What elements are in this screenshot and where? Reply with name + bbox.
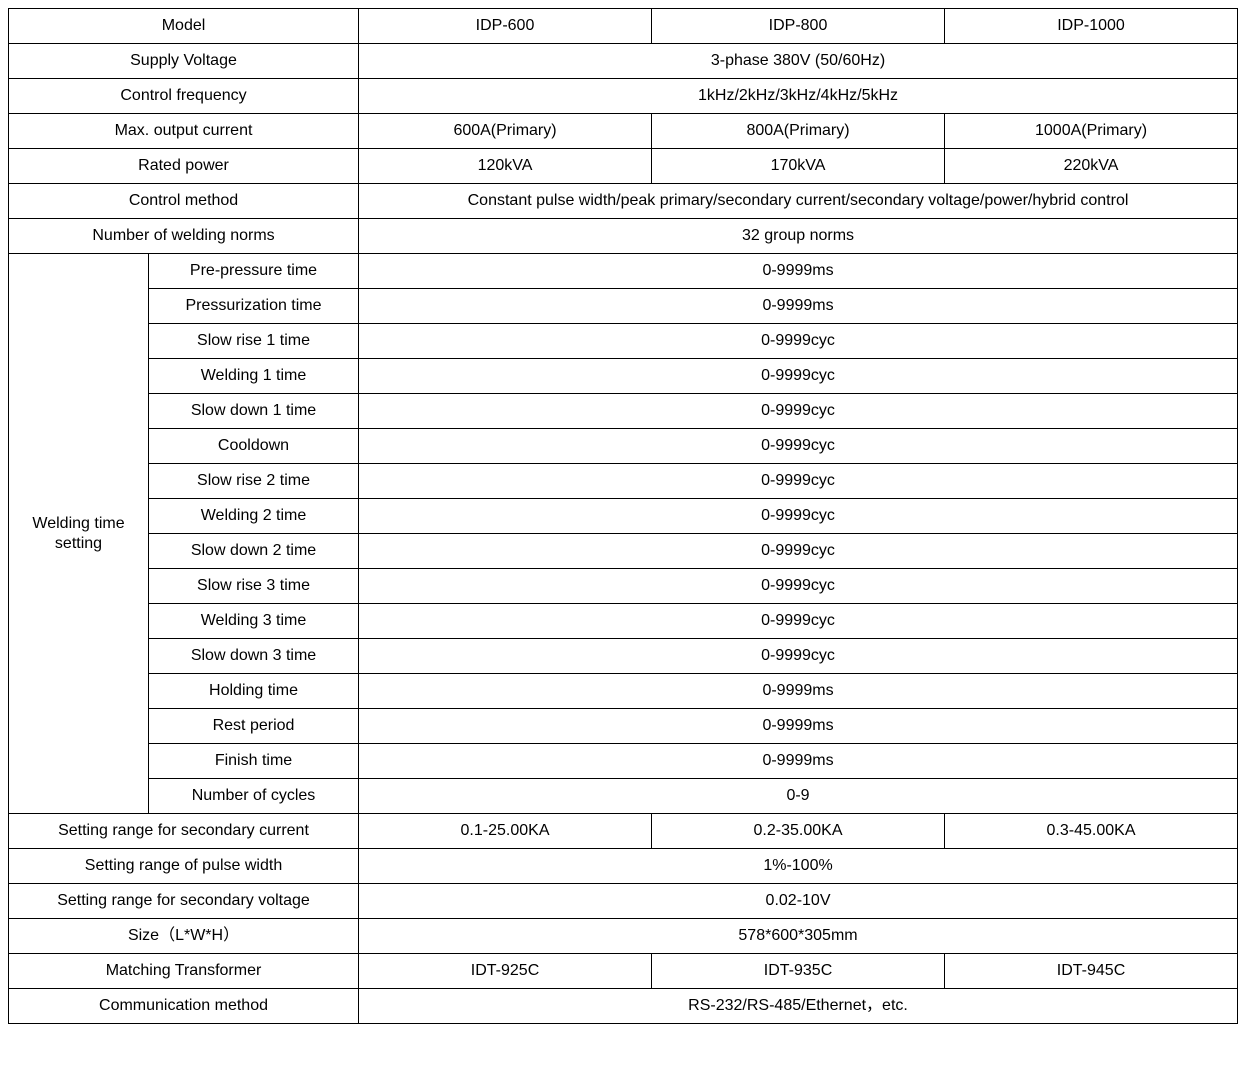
- cell-value: 578*600*305mm: [359, 919, 1238, 954]
- cell-v1: 0.1-25.00KA: [359, 814, 652, 849]
- cell-v2: 800A(Primary): [652, 114, 945, 149]
- row-rated-power: Rated power 120kVA 170kVA 220kVA: [9, 149, 1238, 184]
- cell-sublabel: Welding 1 time: [149, 359, 359, 394]
- cell-label: Setting range for secondary current: [9, 814, 359, 849]
- row-welding-norms: Number of welding norms 32 group norms: [9, 219, 1238, 254]
- cell-group-label: Welding time setting: [9, 254, 149, 814]
- cell-subvalue: 0-9999cyc: [359, 464, 1238, 499]
- cell-value: 32 group norms: [359, 219, 1238, 254]
- cell-label: Rated power: [9, 149, 359, 184]
- row-welding-time-15: Number of cycles 0-9: [9, 779, 1238, 814]
- row-transformer: Matching Transformer IDT-925C IDT-935C I…: [9, 954, 1238, 989]
- cell-sublabel: Number of cycles: [149, 779, 359, 814]
- cell-subvalue: 0-9: [359, 779, 1238, 814]
- cell-sublabel: Slow rise 3 time: [149, 569, 359, 604]
- cell-sublabel: Cooldown: [149, 429, 359, 464]
- row-welding-time-4: Slow down 1 time 0-9999cyc: [9, 394, 1238, 429]
- cell-sublabel: Slow rise 1 time: [149, 324, 359, 359]
- cell-v2: 0.2-35.00KA: [652, 814, 945, 849]
- cell-label: Number of welding norms: [9, 219, 359, 254]
- cell-value: 3-phase 380V (50/60Hz): [359, 44, 1238, 79]
- cell-value: 1%-100%: [359, 849, 1238, 884]
- cell-v1: IDT-925C: [359, 954, 652, 989]
- row-welding-time-12: Holding time 0-9999ms: [9, 674, 1238, 709]
- row-welding-time-5: Cooldown 0-9999cyc: [9, 429, 1238, 464]
- row-communication: Communication method RS-232/RS-485/Ether…: [9, 989, 1238, 1024]
- cell-subvalue: 0-9999cyc: [359, 534, 1238, 569]
- cell-sublabel: Welding 2 time: [149, 499, 359, 534]
- cell-sublabel: Pre-pressure time: [149, 254, 359, 289]
- cell-sublabel: Finish time: [149, 744, 359, 779]
- cell-subvalue: 0-9999cyc: [359, 394, 1238, 429]
- cell-v2: IDT-935C: [652, 954, 945, 989]
- cell-value: 1kHz/2kHz/3kHz/4kHz/5kHz: [359, 79, 1238, 114]
- spec-table: Model IDP-600 IDP-800 IDP-1000 Supply Vo…: [8, 8, 1238, 1024]
- cell-sublabel: Slow rise 2 time: [149, 464, 359, 499]
- cell-subvalue: 0-9999cyc: [359, 639, 1238, 674]
- cell-subvalue: 0-9999cyc: [359, 569, 1238, 604]
- row-pulse-width: Setting range of pulse width 1%-100%: [9, 849, 1238, 884]
- row-secondary-voltage: Setting range for secondary voltage 0.02…: [9, 884, 1238, 919]
- cell-v1: 600A(Primary): [359, 114, 652, 149]
- cell-sublabel: Pressurization time: [149, 289, 359, 324]
- cell-subvalue: 0-9999cyc: [359, 429, 1238, 464]
- row-welding-time-1: Pressurization time 0-9999ms: [9, 289, 1238, 324]
- cell-sublabel: Slow down 2 time: [149, 534, 359, 569]
- cell-v3: 0.3-45.00KA: [945, 814, 1238, 849]
- cell-label: Size（L*W*H）: [9, 919, 359, 954]
- row-welding-time-3: Welding 1 time 0-9999cyc: [9, 359, 1238, 394]
- cell-label: Control frequency: [9, 79, 359, 114]
- cell-model-1: IDP-600: [359, 9, 652, 44]
- row-welding-time-2: Slow rise 1 time 0-9999cyc: [9, 324, 1238, 359]
- cell-subvalue: 0-9999ms: [359, 709, 1238, 744]
- row-control-method: Control method Constant pulse width/peak…: [9, 184, 1238, 219]
- cell-v3: 220kVA: [945, 149, 1238, 184]
- cell-subvalue: 0-9999ms: [359, 289, 1238, 324]
- row-welding-time-8: Slow down 2 time 0-9999cyc: [9, 534, 1238, 569]
- cell-value: RS-232/RS-485/Ethernet，etc.: [359, 989, 1238, 1024]
- cell-subvalue: 0-9999cyc: [359, 499, 1238, 534]
- cell-v3: IDT-945C: [945, 954, 1238, 989]
- cell-label: Control method: [9, 184, 359, 219]
- cell-label: Matching Transformer: [9, 954, 359, 989]
- cell-label: Max. output current: [9, 114, 359, 149]
- cell-v3: 1000A(Primary): [945, 114, 1238, 149]
- row-welding-time-14: Finish time 0-9999ms: [9, 744, 1238, 779]
- cell-subvalue: 0-9999cyc: [359, 324, 1238, 359]
- cell-label: Supply Voltage: [9, 44, 359, 79]
- cell-subvalue: 0-9999cyc: [359, 359, 1238, 394]
- row-welding-time-11: Slow down 3 time 0-9999cyc: [9, 639, 1238, 674]
- cell-sublabel: Slow down 3 time: [149, 639, 359, 674]
- cell-v2: 170kVA: [652, 149, 945, 184]
- row-welding-time-0: Welding time setting Pre-pressure time 0…: [9, 254, 1238, 289]
- cell-subvalue: 0-9999ms: [359, 744, 1238, 779]
- row-welding-time-13: Rest period 0-9999ms: [9, 709, 1238, 744]
- row-welding-time-6: Slow rise 2 time 0-9999cyc: [9, 464, 1238, 499]
- cell-subvalue: 0-9999ms: [359, 254, 1238, 289]
- row-welding-time-9: Slow rise 3 time 0-9999cyc: [9, 569, 1238, 604]
- cell-sublabel: Rest period: [149, 709, 359, 744]
- cell-subvalue: 0-9999cyc: [359, 604, 1238, 639]
- cell-sublabel: Welding 3 time: [149, 604, 359, 639]
- cell-value: 0.02-10V: [359, 884, 1238, 919]
- cell-label: Setting range of pulse width: [9, 849, 359, 884]
- cell-sublabel: Slow down 1 time: [149, 394, 359, 429]
- cell-value: Constant pulse width/peak primary/second…: [359, 184, 1238, 219]
- cell-v1: 120kVA: [359, 149, 652, 184]
- row-welding-time-7: Welding 2 time 0-9999cyc: [9, 499, 1238, 534]
- row-model: Model IDP-600 IDP-800 IDP-1000: [9, 9, 1238, 44]
- row-supply-voltage: Supply Voltage 3-phase 380V (50/60Hz): [9, 44, 1238, 79]
- row-welding-time-10: Welding 3 time 0-9999cyc: [9, 604, 1238, 639]
- cell-model-2: IDP-800: [652, 9, 945, 44]
- cell-label: Setting range for secondary voltage: [9, 884, 359, 919]
- cell-label: Communication method: [9, 989, 359, 1024]
- cell-sublabel: Holding time: [149, 674, 359, 709]
- cell-model-label: Model: [9, 9, 359, 44]
- row-control-frequency: Control frequency 1kHz/2kHz/3kHz/4kHz/5k…: [9, 79, 1238, 114]
- cell-subvalue: 0-9999ms: [359, 674, 1238, 709]
- row-size: Size（L*W*H） 578*600*305mm: [9, 919, 1238, 954]
- row-secondary-current: Setting range for secondary current 0.1-…: [9, 814, 1238, 849]
- row-max-output-current: Max. output current 600A(Primary) 800A(P…: [9, 114, 1238, 149]
- cell-model-3: IDP-1000: [945, 9, 1238, 44]
